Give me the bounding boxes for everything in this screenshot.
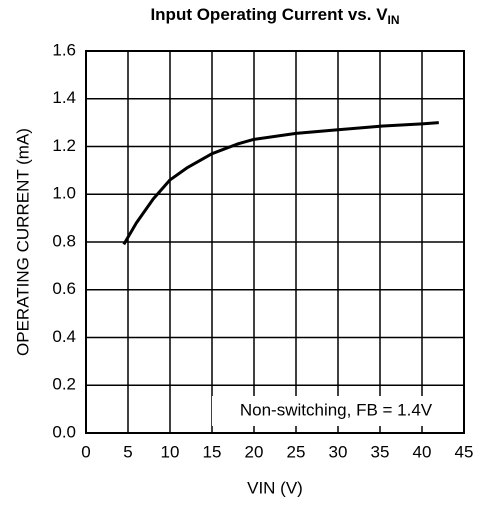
x-tick-label: 0 (81, 442, 90, 461)
x-tick-label: 40 (413, 442, 432, 461)
y-tick-label: 0.4 (52, 327, 76, 346)
y-tick-label: 1.4 (52, 88, 76, 107)
data-line (122, 121, 439, 246)
x-tick-label: 30 (329, 442, 348, 461)
title-subscript: IN (388, 13, 400, 27)
x-tick-label: 35 (371, 442, 390, 461)
x-tick-label: 15 (203, 442, 222, 461)
annotation-box (212, 396, 463, 426)
y-tick-label: 1.6 (52, 40, 76, 59)
x-axis-label: VIN (V) (247, 478, 303, 497)
x-tick-label: 10 (161, 442, 180, 461)
y-tick-label: 0.6 (52, 279, 76, 298)
y-tick-label: 0.0 (52, 422, 76, 441)
y-tick-label: 0.8 (52, 231, 76, 250)
plot-frame (85, 50, 465, 434)
y-tick-label: 1.2 (52, 136, 76, 155)
y-axis-label: OPERATING CURRENT (mA) (13, 128, 32, 356)
chart-title: Input Operating Current vs. VIN (150, 5, 399, 27)
y-tick-label: 1.0 (52, 184, 76, 203)
x-tick-label: 25 (287, 442, 306, 461)
x-tick-label: 45 (455, 442, 474, 461)
x-tick-label: 20 (245, 442, 264, 461)
y-tick-label: 0.2 (52, 375, 76, 394)
x-tick-label: 5 (123, 442, 132, 461)
title-main: Input Operating Current vs. V (150, 5, 388, 24)
annotation: Non-switching, FB = 1.4V (240, 400, 433, 419)
